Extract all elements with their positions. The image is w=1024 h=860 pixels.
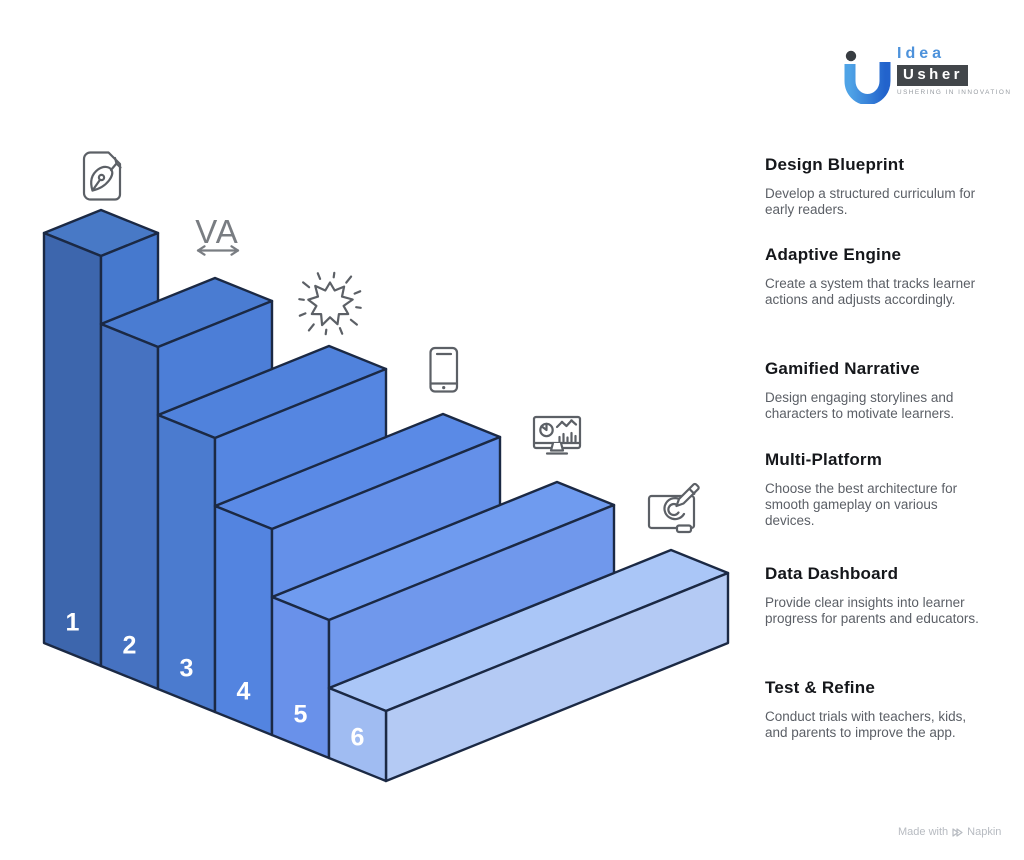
- step-panel-item-6: Test & Refine Conduct trials with teache…: [765, 678, 980, 741]
- kerning-icon: VA: [195, 213, 240, 256]
- staircase: 1 2 3 4 5 6: [42, 208, 730, 783]
- kerning-icon-label: VA: [195, 213, 239, 250]
- step-description: Create a system that tracks learner acti…: [765, 276, 976, 307]
- step-1-number: 1: [66, 609, 80, 637]
- step-description: Develop a structured curriculum for earl…: [765, 186, 976, 217]
- napkin-brand-label: Napkin: [967, 826, 1002, 838]
- step-2-number: 2: [123, 632, 137, 660]
- step-6-riser: [327, 503, 616, 690]
- step-title: Test & Refine: [765, 678, 875, 697]
- step-description: Conduct trials with teachers, kids, and …: [765, 709, 967, 740]
- smartphone-icon: [429, 346, 459, 393]
- step-5-side: [270, 595, 331, 760]
- step-icons: VA: [82, 151, 700, 534]
- step-panel-item-1: Design Blueprint Develop a structured cu…: [765, 155, 980, 218]
- step-5-riser: [270, 435, 502, 599]
- made-with-label: Made with: [898, 826, 949, 838]
- step-panel-item-5: Data Dashboard Provide clear insights in…: [765, 564, 980, 627]
- step-description: Provide clear insights into learner prog…: [765, 595, 979, 626]
- step-title: Adaptive Engine: [765, 245, 902, 264]
- dashboard-monitor-icon: [532, 415, 582, 455]
- step-description: Choose the best architecture for smooth …: [765, 481, 958, 528]
- napkin-icon: [952, 827, 963, 837]
- pen-document-icon: [82, 151, 122, 201]
- step-panel-item-4: Multi-Platform Choose the best architect…: [765, 450, 980, 529]
- idea-usher-logo: Idea Usher USHERING IN INNOVATION: [842, 42, 1010, 104]
- step-5-number: 5: [294, 701, 308, 729]
- step-3-riser: [156, 299, 274, 417]
- burst-icon: [298, 271, 362, 336]
- step-panel-item-3: Gamified Narrative Design engaging story…: [765, 359, 980, 422]
- made-with-napkin-badge[interactable]: Made with Napkin: [898, 826, 1001, 838]
- sketch-tablet-icon: [647, 482, 700, 534]
- step-2-riser: [99, 231, 160, 326]
- step-title: Multi-Platform: [765, 450, 883, 469]
- step-title: Data Dashboard: [765, 564, 899, 583]
- step-title: Design Blueprint: [765, 155, 905, 174]
- logo-idea-text: Idea: [897, 45, 946, 62]
- idea-usher-mark-icon: [844, 50, 891, 104]
- step-4-number: 4: [237, 678, 251, 706]
- steps-panel: Design Blueprint Develop a structured cu…: [765, 0, 983, 860]
- burst-blob: [307, 281, 354, 327]
- step-3-number: 3: [180, 655, 194, 683]
- logo-tagline: USHERING IN INNOVATION: [897, 89, 1012, 96]
- step-1-side: [42, 231, 103, 668]
- step-4-riser: [213, 367, 388, 508]
- logo-usher-text: Usher: [897, 65, 969, 86]
- step-description: Design engaging storylines and character…: [765, 390, 955, 421]
- step-panel-item-2: Adaptive Engine Create a system that tra…: [765, 245, 980, 308]
- step-6-side: [327, 686, 388, 783]
- burst-rays: [298, 271, 362, 336]
- step-title: Gamified Narrative: [765, 359, 920, 378]
- step-6-number: 6: [351, 724, 365, 752]
